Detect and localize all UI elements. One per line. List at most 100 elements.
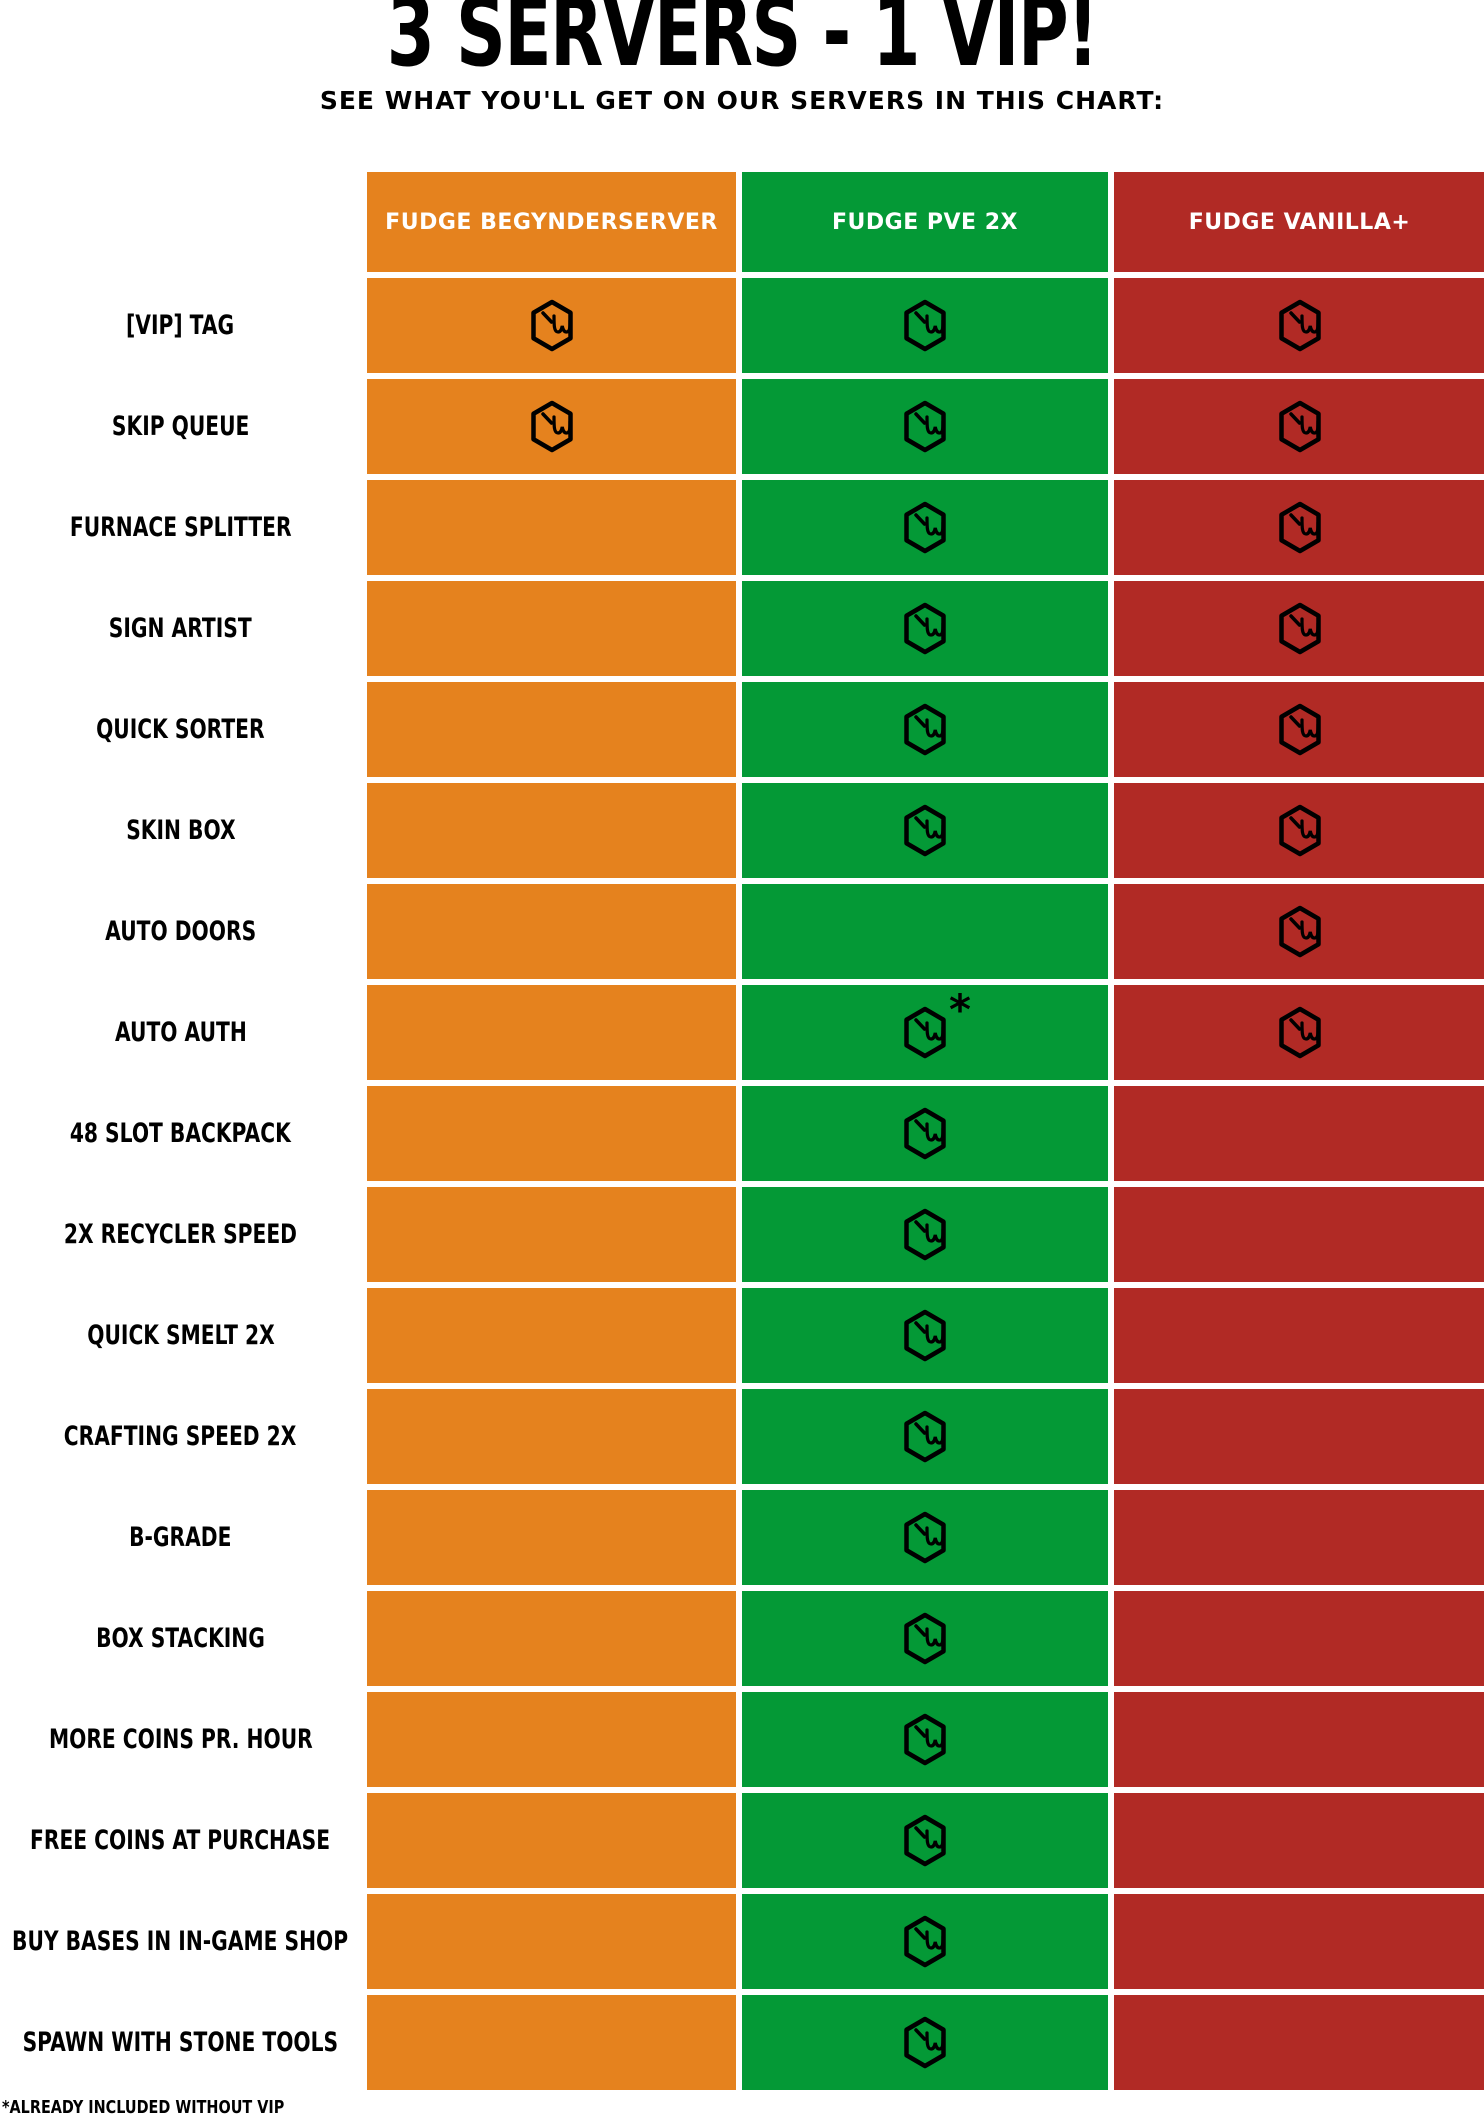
fudge-cube-icon bbox=[901, 602, 949, 655]
fudge-cube-icon bbox=[1276, 602, 1324, 655]
fudge-cube-icon bbox=[528, 400, 576, 453]
feature-label-text: 2X RECYCLER SPEED bbox=[63, 1219, 298, 1250]
fudge-cube-icon bbox=[901, 703, 949, 756]
feature-cell-fudge-begynderserver bbox=[367, 1288, 736, 1383]
fudge-cube-icon bbox=[1276, 1006, 1324, 1059]
feature-cell-fudge-pve-2x bbox=[742, 1490, 1108, 1585]
feature-label-text: AUTO DOORS bbox=[104, 916, 256, 947]
feature-cell-fudge-begynderserver bbox=[367, 480, 736, 575]
feature-cell-fudge-vanilla-plus bbox=[1114, 783, 1484, 878]
feature-label: CRAFTING SPEED 2X bbox=[0, 1389, 361, 1484]
fudge-cube-icon bbox=[901, 1410, 949, 1463]
feature-cell-fudge-vanilla-plus bbox=[1114, 581, 1484, 676]
feature-label-text: QUICK SMELT 2X bbox=[86, 1320, 275, 1351]
feature-cell-fudge-pve-2x bbox=[742, 1894, 1108, 1989]
fudge-cube-icon bbox=[1276, 299, 1324, 352]
feature-label: SKIN BOX bbox=[0, 783, 361, 878]
feature-cell-fudge-begynderserver bbox=[367, 1187, 736, 1282]
feature-label: FREE COINS AT PURCHASE bbox=[0, 1793, 361, 1888]
feature-label-text: [VIP] TAG bbox=[126, 310, 235, 341]
feature-cell-fudge-pve-2x bbox=[742, 480, 1108, 575]
feature-cell-fudge-vanilla-plus bbox=[1114, 884, 1484, 979]
feature-label: SIGN ARTIST bbox=[0, 581, 361, 676]
fudge-cube-icon bbox=[901, 1814, 949, 1867]
feature-cell-fudge-pve-2x bbox=[742, 682, 1108, 777]
feature-cell-fudge-vanilla-plus bbox=[1114, 1389, 1484, 1484]
feature-cell-fudge-vanilla-plus bbox=[1114, 1995, 1484, 2090]
feature-cell-fudge-vanilla-plus bbox=[1114, 1187, 1484, 1282]
feature-label: AUTO DOORS bbox=[0, 884, 361, 979]
feature-cell-fudge-begynderserver bbox=[367, 884, 736, 979]
feature-label-text: BUY BASES IN IN-GAME SHOP bbox=[12, 1926, 349, 1957]
feature-cell-fudge-begynderserver bbox=[367, 783, 736, 878]
feature-label: MORE COINS PR. HOUR bbox=[0, 1692, 361, 1787]
feature-cell-fudge-begynderserver bbox=[367, 1389, 736, 1484]
column-header-fudge-pve-2x: FUDGE PVE 2X bbox=[742, 172, 1108, 272]
feature-label-text: SKIN BOX bbox=[125, 815, 236, 846]
feature-label-text: MORE COINS PR. HOUR bbox=[48, 1724, 313, 1755]
feature-cell-fudge-vanilla-plus bbox=[1114, 1490, 1484, 1585]
fudge-cube-icon bbox=[901, 1713, 949, 1766]
feature-cell-fudge-pve-2x bbox=[742, 1995, 1108, 2090]
feature-cell-fudge-vanilla-plus bbox=[1114, 480, 1484, 575]
feature-label: [VIP] TAG bbox=[0, 278, 361, 373]
feature-label-text: CRAFTING SPEED 2X bbox=[64, 1421, 297, 1452]
feature-cell-fudge-vanilla-plus bbox=[1114, 1793, 1484, 1888]
feature-label: 48 SLOT BACKPACK bbox=[0, 1086, 361, 1181]
feature-cell-fudge-vanilla-plus bbox=[1114, 1692, 1484, 1787]
feature-cell-fudge-begynderserver bbox=[367, 985, 736, 1080]
feature-cell-fudge-pve-2x bbox=[742, 379, 1108, 474]
feature-label: 2X RECYCLER SPEED bbox=[0, 1187, 361, 1282]
feature-label: AUTO AUTH bbox=[0, 985, 361, 1080]
feature-cell-fudge-vanilla-plus bbox=[1114, 1894, 1484, 1989]
feature-cell-fudge-pve-2x bbox=[742, 581, 1108, 676]
fudge-cube-icon bbox=[901, 2016, 949, 2069]
feature-label-text: SKIP QUEUE bbox=[111, 411, 250, 442]
fudge-cube-icon bbox=[901, 1107, 949, 1160]
footnote: *ALREADY INCLUDED WITHOUT VIP bbox=[2, 2097, 285, 2118]
feature-cell-fudge-begynderserver bbox=[367, 581, 736, 676]
feature-cell-fudge-begynderserver bbox=[367, 1894, 736, 1989]
fudge-cube-icon bbox=[901, 1612, 949, 1665]
feature-cell-fudge-begynderserver bbox=[367, 1591, 736, 1686]
feature-cell-fudge-begynderserver bbox=[367, 1995, 736, 2090]
feature-cell-fudge-begynderserver bbox=[367, 379, 736, 474]
feature-cell-fudge-pve-2x bbox=[742, 1389, 1108, 1484]
feature-cell-fudge-pve-2x bbox=[742, 1288, 1108, 1383]
table-corner-spacer bbox=[0, 172, 361, 272]
fudge-cube-icon bbox=[901, 400, 949, 453]
feature-cell-fudge-vanilla-plus bbox=[1114, 278, 1484, 373]
fudge-cube-icon bbox=[1276, 905, 1324, 958]
feature-cell-fudge-pve-2x bbox=[742, 783, 1108, 878]
server-comparison-table: FUDGE BEGYNDERSERVER FUDGE PVE 2X FUDGE VA… bbox=[0, 172, 1484, 2090]
feature-cell-fudge-pve-2x bbox=[742, 884, 1108, 979]
fudge-cube-icon bbox=[528, 299, 576, 352]
feature-cell-fudge-pve-2x bbox=[742, 1793, 1108, 1888]
feature-label: SPAWN WITH STONE TOOLS bbox=[0, 1995, 361, 2090]
feature-cell-fudge-vanilla-plus bbox=[1114, 682, 1484, 777]
feature-cell-fudge-pve-2x bbox=[742, 1187, 1108, 1282]
feature-label-text: SIGN ARTIST bbox=[109, 613, 252, 644]
feature-label-text: BOX STACKING bbox=[96, 1623, 265, 1654]
fudge-cube-icon bbox=[901, 804, 949, 857]
feature-cell-fudge-vanilla-plus bbox=[1114, 379, 1484, 474]
column-header-fudge-begynderserver: FUDGE BEGYNDERSERVER bbox=[367, 172, 736, 272]
feature-label: SKIP QUEUE bbox=[0, 379, 361, 474]
fudge-cube-icon bbox=[901, 1208, 949, 1261]
feature-label-text: 48 SLOT BACKPACK bbox=[70, 1118, 291, 1149]
feature-cell-fudge-pve-2x: * bbox=[742, 985, 1108, 1080]
feature-cell-fudge-pve-2x bbox=[742, 1591, 1108, 1686]
fudge-cube-icon bbox=[901, 1915, 949, 1968]
feature-label-text: AUTO AUTH bbox=[114, 1017, 247, 1048]
page-subtitle: SEE WHAT YOU'LL GET ON OUR SERVERS IN TH… bbox=[319, 86, 1165, 115]
feature-cell-fudge-pve-2x bbox=[742, 1692, 1108, 1787]
fudge-cube-icon bbox=[1276, 400, 1324, 453]
feature-cell-fudge-pve-2x bbox=[742, 1086, 1108, 1181]
fudge-cube-icon bbox=[901, 299, 949, 352]
feature-label: BUY BASES IN IN-GAME SHOP bbox=[0, 1894, 361, 1989]
feature-cell-fudge-begynderserver bbox=[367, 1490, 736, 1585]
fudge-cube-icon: * bbox=[901, 989, 971, 1059]
feature-label-text: FURNACE SPLITTER bbox=[69, 512, 292, 543]
feature-cell-fudge-vanilla-plus bbox=[1114, 985, 1484, 1080]
fudge-cube-icon bbox=[901, 1511, 949, 1564]
